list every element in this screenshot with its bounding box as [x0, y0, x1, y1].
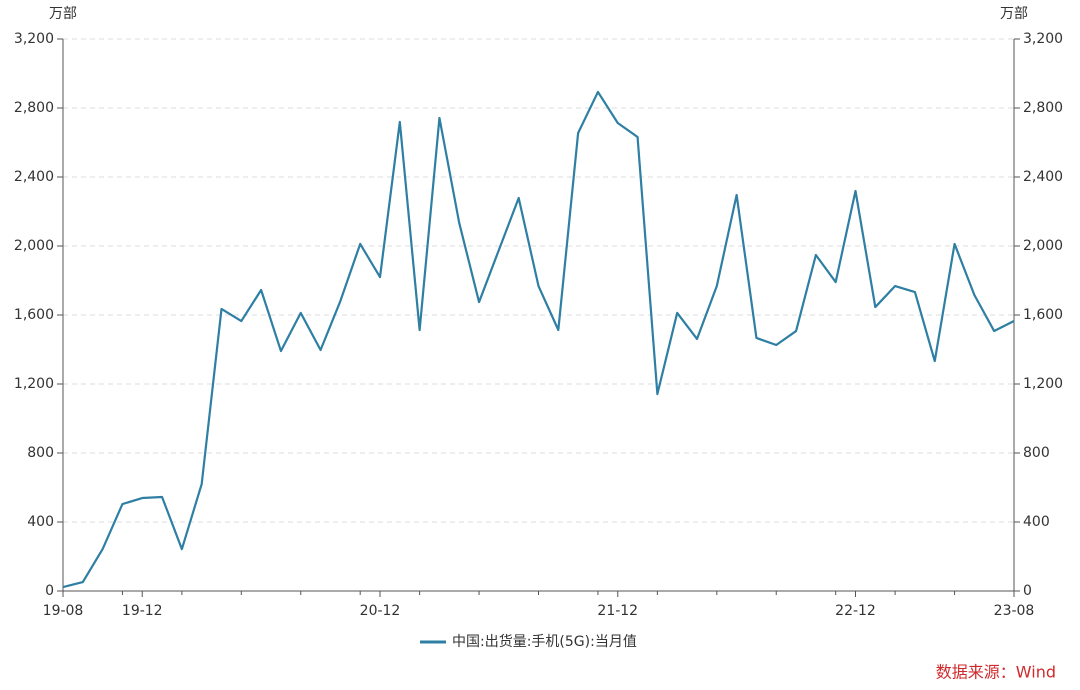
y2-axis-unit: 万部 — [1000, 6, 1028, 22]
series-line — [62, 90, 1015, 589]
y2-tick-label: 3,200 — [1023, 31, 1063, 47]
y2-tick-label: 2,400 — [1023, 169, 1063, 185]
y2-tick-label: 2,000 — [1023, 238, 1063, 254]
x-tick-label: 20-12 — [360, 603, 401, 619]
y2-tick-label: 400 — [1023, 514, 1050, 530]
y2-tick-label: 2,800 — [1023, 100, 1063, 116]
x-tick-label: 23-08 — [994, 603, 1035, 619]
y-tick-label: 800 — [27, 445, 54, 461]
y2-tick-label: 1,600 — [1023, 307, 1063, 323]
x-tick-label: 22-12 — [835, 603, 876, 619]
y-tick-label: 1,600 — [14, 307, 54, 323]
x-tick-label: 19-08 — [43, 603, 84, 619]
y2-tick-label: 1,200 — [1023, 376, 1063, 392]
x-tick-label: 21-12 — [597, 603, 638, 619]
y-tick-label: 2,000 — [14, 238, 54, 254]
y-tick-label: 0 — [45, 583, 54, 599]
y2-tick-label: 0 — [1023, 583, 1032, 599]
legend-label: 中国:出货量:手机(5G):当月值 — [452, 633, 637, 650]
y2-tick-label: 800 — [1023, 445, 1050, 461]
x-tick-label: 19-12 — [122, 603, 163, 619]
y-tick-label: 1,200 — [14, 376, 54, 392]
y-tick-label: 2,800 — [14, 100, 54, 116]
y-tick-label: 2,400 — [14, 169, 54, 185]
y-axis-unit: 万部 — [49, 6, 77, 22]
y-tick-label: 400 — [27, 514, 54, 530]
source-note: 数据来源：Wind — [936, 663, 1056, 682]
y-tick-label: 3,200 — [14, 31, 54, 47]
